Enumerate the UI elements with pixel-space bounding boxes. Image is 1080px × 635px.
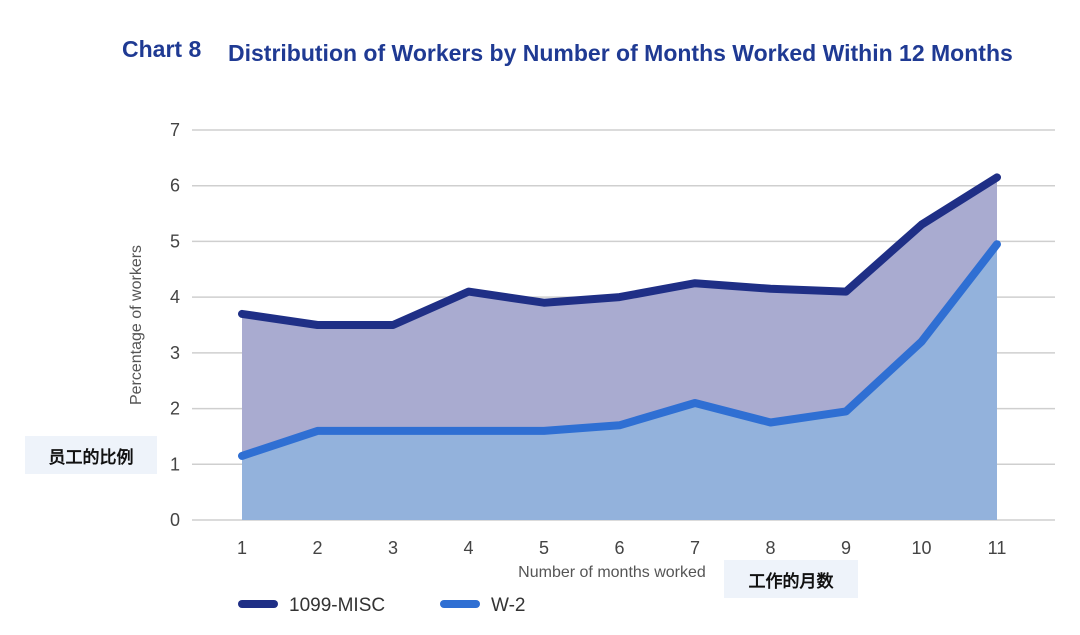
x-tick-label: 8 [765,538,775,558]
x-tick-label: 5 [539,538,549,558]
y-tick-label: 5 [170,231,180,251]
point-w2-8 [768,420,774,426]
point-1099-misc-11 [994,174,1000,180]
x-tick-label: 2 [312,538,322,558]
point-w2-11 [994,241,1000,247]
point-1099-misc-10 [919,222,925,228]
y-tick-label: 0 [170,510,180,530]
point-w2-2 [315,428,321,434]
x-tick-label: 4 [463,538,473,558]
y-axis-label: Percentage of workers [128,245,145,405]
line-w2 [238,240,1001,460]
point-w2-3 [390,428,396,434]
point-1099-misc-2 [315,322,321,328]
y-axis-annotation: 员工的比例 [25,436,157,474]
point-w2-4 [466,428,472,434]
y-tick-label: 1 [170,454,180,474]
y-tick-label: 2 [170,399,180,419]
chart-title: Distribution of Workers by Number of Mon… [228,40,1013,66]
x-tick-label: 6 [614,538,624,558]
line-1099-misc [238,173,1001,329]
point-1099-misc-6 [617,294,623,300]
point-1099-misc-3 [390,322,396,328]
area-w2 [242,244,997,520]
point-1099-misc-1 [239,311,245,317]
point-1099-misc-7 [692,280,698,286]
point-1099-misc-4 [466,289,472,295]
point-w2-5 [541,428,547,434]
x-tick-label: 11 [988,538,1007,558]
x-tick-label: 3 [388,538,398,558]
point-1099-misc-5 [541,300,547,306]
point-1099-misc-9 [843,289,849,295]
x-axis-annotation: 工作的月数 [724,560,858,598]
x-axis-label: Number of months worked [518,564,706,581]
x-tick-label: 10 [911,538,931,558]
legend-label-1099-misc: 1099-MISC [289,595,385,616]
x-tick-label: 7 [690,538,700,558]
y-tick-label: 7 [170,120,180,140]
y-tick-label: 4 [170,287,180,307]
x-tick-label: 1 [237,538,247,558]
point-w2-1 [239,453,245,459]
point-w2-9 [843,408,849,414]
legend-label-w2: W-2 [491,595,525,616]
point-w2-10 [919,339,925,345]
point-1099-misc-8 [768,286,774,292]
x-tick-label: 9 [841,538,851,558]
y-tick-label: 6 [170,176,180,196]
point-w2-7 [692,400,698,406]
point-w2-6 [617,422,623,428]
chart-number: Chart 8 [122,36,202,62]
y-tick-label: 3 [170,343,180,363]
